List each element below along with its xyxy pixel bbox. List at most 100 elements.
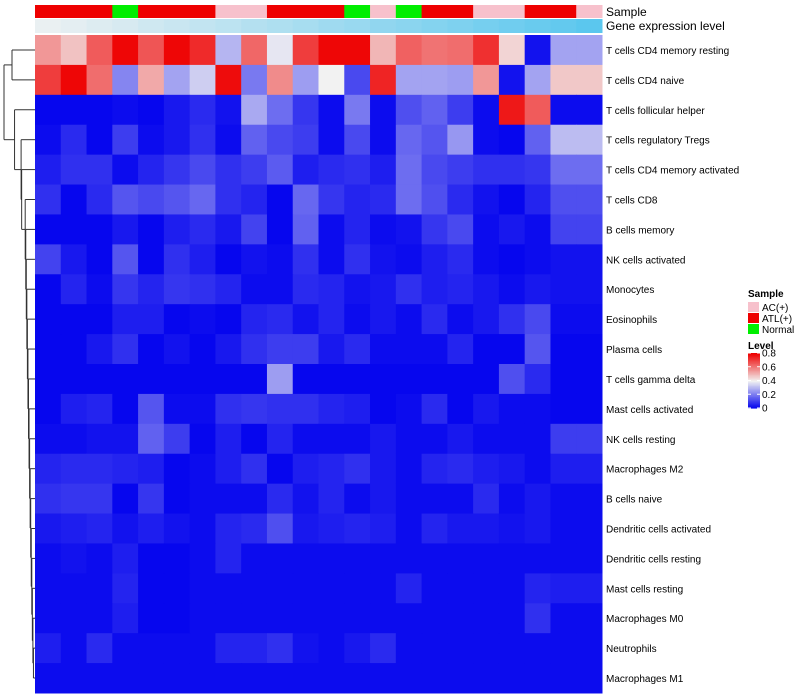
heatmap-cell bbox=[189, 543, 216, 574]
colorbar-segment bbox=[748, 379, 760, 382]
expression-annotation-cell bbox=[266, 19, 294, 33]
heatmap-cell bbox=[473, 35, 500, 66]
heatmap-cell bbox=[35, 184, 62, 215]
heatmap-cell bbox=[318, 633, 345, 664]
heatmap-cell bbox=[292, 423, 319, 455]
annotation-label-gene-expression: Gene expression level bbox=[606, 19, 725, 33]
heatmap-cell bbox=[163, 423, 191, 455]
heatmap-cell bbox=[550, 184, 577, 215]
heatmap-cell bbox=[138, 304, 165, 335]
heatmap-cell bbox=[241, 633, 268, 664]
heatmap-cell bbox=[292, 453, 319, 485]
heatmap-cell bbox=[138, 483, 165, 515]
heatmap-cell bbox=[163, 184, 191, 215]
heatmap-cell bbox=[266, 304, 294, 335]
heatmap-cell bbox=[344, 154, 371, 186]
heatmap-cell bbox=[86, 334, 113, 365]
heatmap-cell bbox=[86, 483, 113, 515]
heatmap-cell bbox=[86, 214, 113, 245]
expression-annotation-cell bbox=[550, 19, 577, 33]
heatmap-cell bbox=[112, 483, 139, 515]
heatmap-cell bbox=[421, 244, 448, 275]
heatmap-cell bbox=[138, 184, 165, 215]
heatmap-cell bbox=[138, 244, 165, 275]
heatmap-cell bbox=[344, 274, 371, 305]
heatmap-cell bbox=[241, 483, 268, 515]
heatmap-cell bbox=[550, 154, 577, 186]
heatmap-cell bbox=[550, 364, 577, 395]
heatmap-cell bbox=[86, 94, 113, 126]
heatmap-cell bbox=[344, 184, 371, 215]
heatmap-cell bbox=[86, 633, 113, 664]
colorbar-segment bbox=[748, 380, 760, 383]
heatmap-cell bbox=[189, 453, 216, 485]
heatmap-cell bbox=[318, 184, 345, 215]
heatmap-cell bbox=[318, 214, 345, 245]
sample-annotation-cell bbox=[344, 5, 371, 18]
heatmap-cell bbox=[163, 35, 191, 66]
colorbar-segment bbox=[748, 392, 760, 395]
heatmap-cell bbox=[370, 483, 397, 515]
heatmap-cell bbox=[60, 304, 88, 335]
heatmap-cell bbox=[292, 244, 319, 275]
heatmap-cell bbox=[498, 483, 526, 515]
heatmap-cell bbox=[163, 453, 191, 485]
heatmap-cell bbox=[395, 663, 423, 694]
heatmap-cell bbox=[473, 184, 500, 215]
heatmap-cell bbox=[189, 184, 216, 215]
heatmap-cell bbox=[421, 633, 448, 664]
heatmap-cell bbox=[344, 393, 371, 425]
legend-label: AC(+) bbox=[762, 303, 788, 314]
heatmap-cell bbox=[344, 423, 371, 455]
heatmap-cell bbox=[370, 334, 397, 365]
heatmap-cell bbox=[576, 184, 603, 215]
colorbar-tick-label: 0.2 bbox=[762, 390, 776, 401]
heatmap-cell bbox=[86, 663, 113, 694]
heatmap-cell bbox=[35, 543, 62, 574]
heatmap-cell bbox=[473, 274, 500, 305]
heatmap-cell bbox=[241, 364, 268, 395]
heatmap-cell bbox=[112, 453, 139, 485]
sample-annotation-cell bbox=[112, 5, 139, 18]
colorbar-segment bbox=[748, 391, 760, 394]
heatmap-cell bbox=[163, 633, 191, 664]
heatmap-cell bbox=[421, 364, 448, 395]
heatmap-cell bbox=[266, 573, 294, 604]
heatmap-cell bbox=[447, 64, 474, 96]
heatmap-cell bbox=[266, 154, 294, 186]
heatmap-cell bbox=[498, 393, 526, 425]
heatmap-cell bbox=[35, 513, 62, 544]
heatmap-cell bbox=[550, 453, 577, 485]
row-label: T cells regulatory Tregs bbox=[606, 136, 710, 147]
colorbar-segment bbox=[748, 394, 760, 397]
heatmap-cell bbox=[163, 154, 191, 186]
heatmap-cell bbox=[447, 214, 474, 245]
heatmap-cell bbox=[473, 244, 500, 275]
colorbar-segment bbox=[748, 357, 760, 360]
heatmap-cell bbox=[498, 304, 526, 335]
heatmap-cell bbox=[524, 35, 551, 66]
heatmap-cell bbox=[266, 214, 294, 245]
heatmap-cell bbox=[318, 663, 345, 694]
heatmap-cell bbox=[473, 154, 500, 186]
heatmap-cell bbox=[550, 573, 577, 604]
heatmap-cell bbox=[112, 364, 139, 395]
heatmap-cell bbox=[318, 64, 345, 96]
heatmap-cell bbox=[189, 633, 216, 664]
heatmap-cell bbox=[112, 573, 139, 604]
heatmap-cell bbox=[498, 513, 526, 544]
heatmap-cell bbox=[60, 64, 88, 96]
heatmap-cell bbox=[447, 274, 474, 305]
heatmap-cell bbox=[86, 513, 113, 544]
colorbar-segment bbox=[748, 373, 760, 376]
heatmap-cell bbox=[318, 154, 345, 186]
heatmap-cell bbox=[163, 364, 191, 395]
heatmap-cell bbox=[550, 663, 577, 694]
heatmap-cell bbox=[576, 64, 603, 96]
heatmap-cell bbox=[189, 603, 216, 634]
heatmap-cell bbox=[35, 274, 62, 305]
heatmap-cell bbox=[292, 304, 319, 335]
row-labels: T cells CD4 memory resting T cells CD4 na… bbox=[606, 46, 739, 685]
heatmap-cell bbox=[60, 453, 88, 485]
sample-annotation-cell bbox=[498, 5, 526, 18]
